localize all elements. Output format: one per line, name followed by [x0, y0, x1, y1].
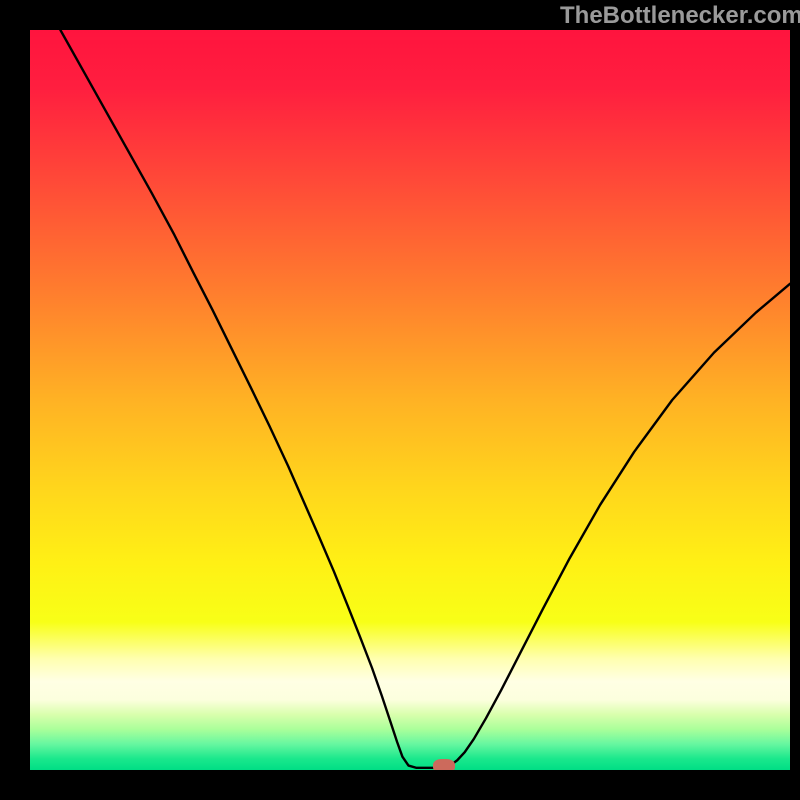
bottleneck-curve-path	[60, 30, 790, 768]
chart-plot-area	[30, 30, 790, 770]
bottleneck-curve-svg	[30, 30, 790, 770]
watermark-text: TheBottlenecker.com	[560, 2, 800, 30]
optimum-marker	[433, 759, 455, 770]
